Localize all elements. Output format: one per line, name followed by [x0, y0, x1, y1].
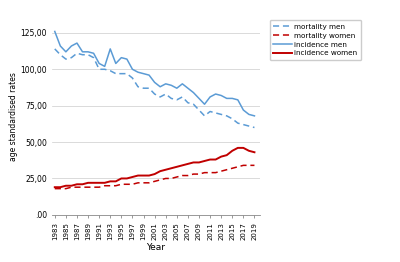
Legend: mortality men, mortality women, incidence men, incidence women: mortality men, mortality women, incidenc… — [270, 20, 361, 60]
X-axis label: Year: Year — [146, 243, 166, 252]
Y-axis label: age standardised rates: age standardised rates — [9, 72, 18, 161]
